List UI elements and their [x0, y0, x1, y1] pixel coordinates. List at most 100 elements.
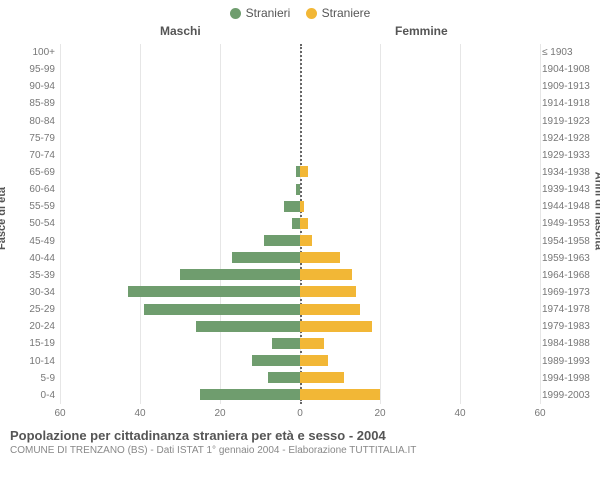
bar-male — [264, 235, 300, 246]
bar-female — [300, 269, 352, 280]
y-label-birth: 1944-1948 — [542, 198, 594, 215]
y-label-birth: 1919-1923 — [542, 113, 594, 130]
y-label-age: 50-54 — [10, 215, 55, 232]
bar-row — [60, 112, 540, 129]
y-label-age: 60-64 — [10, 181, 55, 198]
y-label-age: 85-89 — [10, 95, 55, 112]
legend-item-male: Stranieri — [230, 6, 291, 20]
y-label-birth: 1924-1928 — [542, 130, 594, 147]
x-tick-label: 20 — [214, 408, 225, 419]
bar-female — [300, 304, 360, 315]
y-label-birth: 1939-1943 — [542, 181, 594, 198]
y-label-birth: 1974-1978 — [542, 301, 594, 318]
bar-row — [60, 318, 540, 335]
bar-row — [60, 44, 540, 61]
bar-row — [60, 352, 540, 369]
bar-male — [284, 201, 300, 212]
y-label-age: 95-99 — [10, 61, 55, 78]
x-tick-label: 60 — [54, 408, 65, 419]
bar-row — [60, 386, 540, 403]
grid-line — [540, 44, 541, 404]
y-label-birth: 1979-1983 — [542, 318, 594, 335]
bar-row — [60, 266, 540, 283]
chart-title: Popolazione per cittadinanza straniera p… — [10, 428, 590, 443]
bar-male — [268, 372, 300, 383]
bar-row — [60, 283, 540, 300]
chart-subtitle: COMUNE DI TRENZANO (BS) - Dati ISTAT 1° … — [10, 445, 590, 456]
bar-row — [60, 232, 540, 249]
y-label-birth: 1994-1998 — [542, 370, 594, 387]
bar-row — [60, 249, 540, 266]
legend-label-male: Stranieri — [246, 6, 291, 20]
x-ticks: 6040200204060 — [60, 406, 540, 422]
y-label-birth: 1959-1963 — [542, 250, 594, 267]
y-label-age: 45-49 — [10, 233, 55, 250]
bar-male — [252, 355, 300, 366]
bar-male — [180, 269, 300, 280]
y-label-birth: 1999-2003 — [542, 387, 594, 404]
x-tick-label: 0 — [297, 408, 303, 419]
pyramid-chart: Stranieri Straniere Maschi Femmine Fasce… — [0, 0, 600, 500]
plot-area: 6040200204060 — [60, 44, 540, 422]
bar-male — [128, 286, 300, 297]
legend-label-female: Straniere — [322, 6, 371, 20]
y-label-age: 100+ — [10, 44, 55, 61]
bar-female — [300, 252, 340, 263]
column-headers: Maschi Femmine — [0, 24, 600, 40]
legend-item-female: Straniere — [306, 6, 371, 20]
bar-row — [60, 78, 540, 95]
bar-female — [300, 286, 356, 297]
x-tick-label: 40 — [454, 408, 465, 419]
bar-male — [292, 218, 300, 229]
y-label-age: 90-94 — [10, 78, 55, 95]
y-label-birth: 1934-1938 — [542, 164, 594, 181]
bar-rows — [60, 44, 540, 404]
bar-row — [60, 181, 540, 198]
bar-male — [200, 389, 300, 400]
bar-female — [300, 372, 344, 383]
y-label-age: 40-44 — [10, 250, 55, 267]
bar-row — [60, 95, 540, 112]
y-label-birth: 1909-1913 — [542, 78, 594, 95]
col-header-male: Maschi — [160, 24, 201, 38]
y-label-age: 80-84 — [10, 113, 55, 130]
bar-row — [60, 146, 540, 163]
y-label-age: 70-74 — [10, 147, 55, 164]
col-header-female: Femmine — [395, 24, 448, 38]
y-label-age: 0-4 — [10, 387, 55, 404]
bar-row — [60, 163, 540, 180]
y-label-birth: 1914-1918 — [542, 95, 594, 112]
bar-female — [300, 389, 380, 400]
y-label-birth: 1989-1993 — [542, 353, 594, 370]
y-label-age: 15-19 — [10, 335, 55, 352]
y-label-age: 65-69 — [10, 164, 55, 181]
bar-row — [60, 335, 540, 352]
y-label-age: 55-59 — [10, 198, 55, 215]
y-label-age: 75-79 — [10, 130, 55, 147]
bar-row — [60, 129, 540, 146]
y-label-age: 35-39 — [10, 267, 55, 284]
y-label-birth: 1964-1968 — [542, 267, 594, 284]
legend: Stranieri Straniere — [0, 0, 600, 24]
bar-female — [300, 355, 328, 366]
chart-footer: Popolazione per cittadinanza straniera p… — [0, 422, 600, 456]
bar-female — [300, 201, 304, 212]
y-label-birth: 1904-1908 — [542, 61, 594, 78]
bar-row — [60, 369, 540, 386]
bar-female — [300, 218, 308, 229]
bar-male — [272, 338, 300, 349]
bar-male — [296, 184, 300, 195]
bar-row — [60, 301, 540, 318]
y-label-birth: 1954-1958 — [542, 233, 594, 250]
y-axis-title-left: Fasce di età — [0, 187, 8, 250]
bar-row — [60, 61, 540, 78]
bar-row — [60, 198, 540, 215]
bar-male — [196, 321, 300, 332]
x-tick-label: 60 — [534, 408, 545, 419]
bar-row — [60, 215, 540, 232]
x-tick-label: 20 — [374, 408, 385, 419]
y-label-age: 25-29 — [10, 301, 55, 318]
y-label-birth: ≤ 1903 — [542, 44, 594, 61]
bar-male — [232, 252, 300, 263]
y-label-birth: 1984-1988 — [542, 335, 594, 352]
